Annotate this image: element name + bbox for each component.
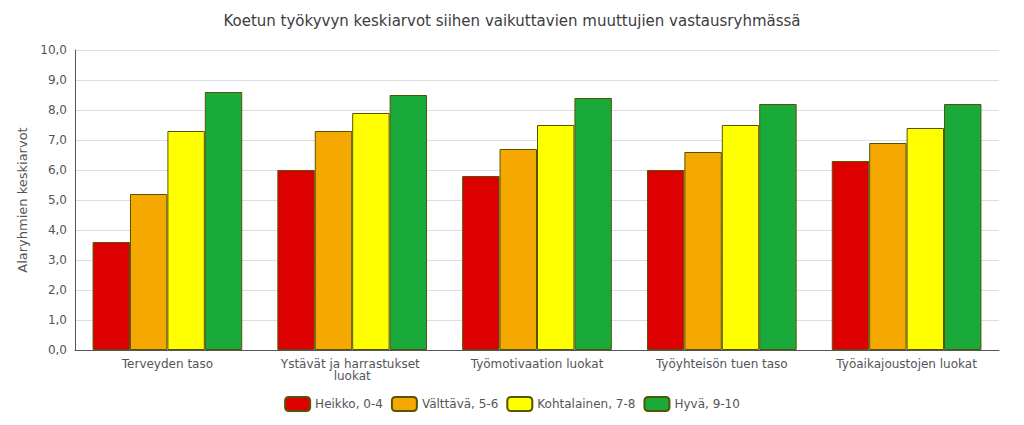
svg-text:9,0: 9,0	[48, 73, 67, 87]
svg-text:Työmotivaation luokat: Työmotivaation luokat	[470, 357, 604, 371]
svg-text:4,0: 4,0	[48, 223, 67, 237]
svg-text:Heikko, 0-4: Heikko, 0-4	[315, 397, 383, 411]
svg-text:Koetun työkyvyn keskiarvot sii: Koetun työkyvyn keskiarvot siihen vaikut…	[223, 12, 800, 30]
svg-text:Kohtalainen, 7-8: Kohtalainen, 7-8	[537, 397, 635, 411]
svg-text:10,0: 10,0	[40, 43, 67, 57]
svg-text:5,0: 5,0	[48, 193, 67, 207]
svg-text:8,0: 8,0	[48, 103, 67, 117]
svg-text:Hyvä, 9-10: Hyvä, 9-10	[674, 397, 739, 411]
svg-text:6,0: 6,0	[48, 163, 67, 177]
svg-text:Työaikajoustojen luokat: Työaikajoustojen luokat	[835, 357, 977, 371]
svg-text:Välttävä, 5-6: Välttävä, 5-6	[422, 397, 498, 411]
svg-text:Työyhteisön tuen taso: Työyhteisön tuen taso	[655, 357, 788, 371]
svg-text:0,0: 0,0	[48, 343, 67, 357]
svg-text:Terveyden taso: Terveyden taso	[121, 357, 213, 371]
svg-text:Alaryhmien keskiarvot: Alaryhmien keskiarvot	[15, 127, 30, 272]
svg-text:3,0: 3,0	[48, 253, 67, 267]
svg-text:Ystävät ja harrastukset: Ystävät ja harrastukset	[280, 357, 424, 371]
svg-text:1,0: 1,0	[48, 313, 67, 327]
svg-text:2,0: 2,0	[48, 283, 67, 297]
svg-text:luokat: luokat	[334, 369, 371, 383]
svg-text:7,0: 7,0	[48, 133, 67, 147]
